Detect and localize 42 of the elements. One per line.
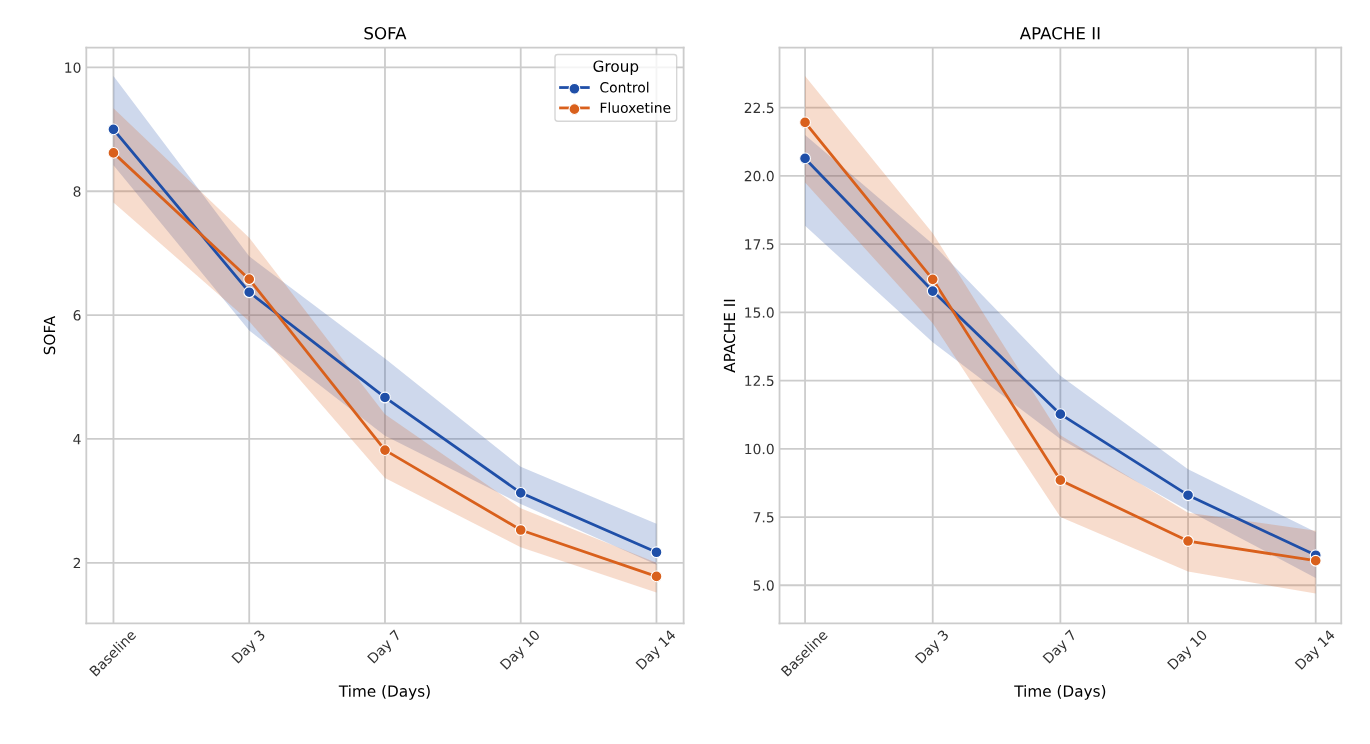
point <box>243 286 256 299</box>
point <box>926 273 939 286</box>
y-tick-label: 6 <box>73 310 81 321</box>
point <box>514 524 527 536</box>
y-tick-label: 12.5 <box>745 375 774 387</box>
y-tick-label: 20.0 <box>744 170 774 182</box>
y-tick-label: 2 <box>73 557 81 569</box>
point <box>379 444 391 457</box>
y-tick-label: 22.5 <box>744 102 774 114</box>
y-axis-title: APACHE II <box>723 299 736 373</box>
point <box>243 273 256 286</box>
y-axis-title: SOFA <box>43 315 56 355</box>
legend-label: Fluoxetine <box>600 102 671 113</box>
y-tick-label: 8 <box>73 186 81 197</box>
y-tick-label: 5.0 <box>753 580 774 591</box>
point <box>650 546 663 559</box>
y-tick-label: 15.0 <box>745 307 774 318</box>
chart-title: SOFA <box>364 26 407 40</box>
point <box>799 152 811 165</box>
legend-label: Control <box>600 81 649 93</box>
point <box>926 285 939 297</box>
y-tick-label: 7.5 <box>753 512 774 523</box>
point <box>799 116 811 129</box>
point <box>1182 535 1194 547</box>
point <box>650 570 663 583</box>
point <box>107 146 120 159</box>
y-tick-label: 10 <box>65 62 81 73</box>
y-tick-label: 10.0 <box>745 443 774 455</box>
point <box>1054 408 1067 421</box>
y-tick-label: 17.5 <box>745 239 774 250</box>
point <box>107 123 120 136</box>
point <box>1054 474 1067 487</box>
x-axis-title: Time (Days) <box>338 685 430 700</box>
point <box>379 391 391 404</box>
y-tick-label: 4 <box>73 434 81 445</box>
x-tick-label: Day 3 <box>914 629 952 666</box>
point <box>514 486 527 499</box>
x-axis-title: Time (Days) <box>1014 685 1106 700</box>
point <box>1309 554 1322 567</box>
chart-title: APACHE II <box>1019 26 1100 40</box>
legend-title: Group <box>593 60 639 75</box>
point <box>1182 489 1194 502</box>
